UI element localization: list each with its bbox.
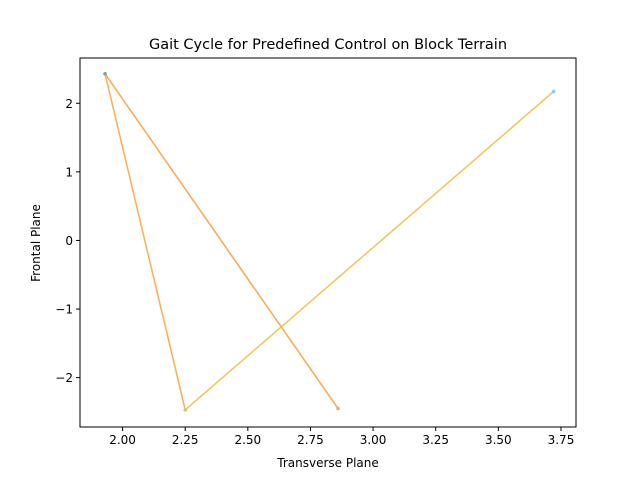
x-tick-label: 3.00: [360, 433, 387, 447]
y-tick-label: −2: [55, 371, 73, 385]
x-tick-label: 3.50: [485, 433, 512, 447]
y-tick-label: 0: [65, 234, 73, 248]
chart-title: Gait Cycle for Predefined Control on Blo…: [149, 37, 507, 53]
plot-marks: [103, 71, 556, 412]
x-tick-label: 2.00: [109, 433, 136, 447]
y-axis-label: Frontal Plane: [29, 204, 43, 282]
y-tick-label: −1: [55, 303, 73, 317]
gait-point: [103, 71, 107, 76]
x-axis: 2.00 2.25 2.50 2.75 3.00 3.25 3.50 3.75: [109, 427, 574, 447]
gait-path-segment: [104, 73, 186, 411]
x-tick-label: 2.50: [234, 433, 261, 447]
y-axis: 2 1 0 −1 −2: [55, 97, 80, 385]
y-tick-label: 2: [65, 97, 73, 111]
x-tick-label: 2.25: [172, 433, 199, 447]
gait-point: [336, 406, 340, 411]
x-tick-label: 2.75: [297, 433, 324, 447]
gait-path-segment: [104, 73, 339, 409]
gait-point: [551, 89, 556, 94]
gait-point: [183, 408, 188, 412]
x-axis-label: Transverse Plane: [276, 456, 379, 470]
plot-area-frame: [79, 57, 577, 428]
gait-path-segment: [184, 91, 554, 411]
x-tick-label: 3.25: [422, 433, 449, 447]
x-tick-label: 3.75: [548, 433, 575, 447]
y-tick-label: 1: [65, 165, 73, 179]
